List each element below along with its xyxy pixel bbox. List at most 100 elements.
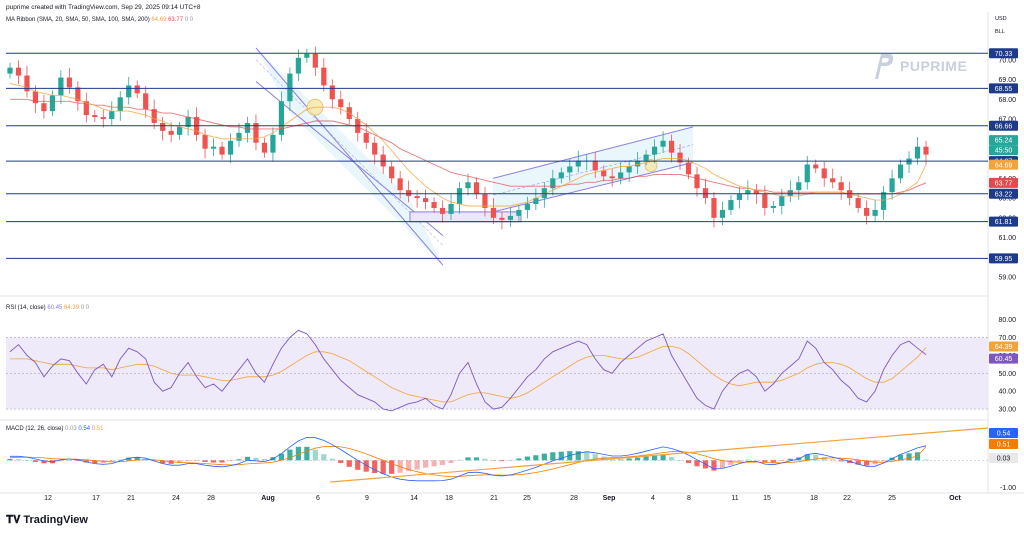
ascending-channel-mid — [492, 144, 694, 196]
candle-body — [126, 85, 132, 98]
macd-histogram-bar — [779, 460, 785, 461]
x-tick-label-18: 18 — [810, 495, 818, 502]
macd-histogram-bar — [711, 460, 717, 471]
macd-histogram-bar — [635, 457, 641, 461]
candle-body — [796, 182, 802, 191]
macd-histogram-bar — [558, 451, 564, 461]
ascending-channel-bottom — [492, 162, 694, 213]
candle-body — [838, 182, 844, 191]
macd-tick-label-2: -1.00 — [1000, 485, 1016, 492]
candle-body — [261, 142, 268, 153]
macd-badge-text-1: 0.51 — [997, 442, 1011, 449]
macd-histogram-bar — [838, 460, 844, 462]
ma-ribbon-legend[interactable]: MA Ribbon (SMA, 20, SMA, 50, SMA, 100, S… — [6, 17, 193, 23]
macd-histogram-bar — [236, 459, 242, 461]
candle-body — [24, 75, 30, 92]
rsi-tick-label-1: 70.00 — [998, 335, 1016, 342]
candle-body — [541, 188, 547, 199]
candle-body — [338, 99, 344, 108]
macd-histogram-bar — [185, 460, 191, 462]
candle-body — [236, 132, 242, 141]
macd-histogram-bar — [321, 454, 327, 461]
candle-body — [117, 97, 123, 112]
x-tick-label-15: 8 — [687, 495, 691, 502]
candle-body — [626, 166, 632, 173]
macd-value-1: 0.03 — [65, 426, 77, 432]
candle-body — [753, 190, 759, 195]
macd-legend[interactable]: MACD (12, 26, close) 0.03 0.54 0.51 — [6, 426, 103, 432]
price-tick-label-2: 68.00 — [998, 97, 1016, 104]
candle-body — [770, 205, 776, 208]
macd-histogram-bar — [592, 454, 598, 461]
rsi-badge-1 — [989, 353, 1018, 364]
macd-histogram-bar — [24, 460, 30, 461]
candle-body — [609, 176, 615, 179]
candle-body — [550, 178, 556, 189]
candle-body — [456, 188, 463, 205]
macd-histogram-bar — [830, 459, 836, 461]
price-tick-label-1: 69.00 — [998, 77, 1016, 84]
macd-signal-line — [9, 445, 927, 477]
x-tick-label-3: 24 — [172, 495, 180, 502]
macd-histogram-bar — [363, 460, 369, 472]
candle-body — [745, 190, 751, 195]
price-tick-label-11: 59.00 — [998, 275, 1016, 282]
macd-badge-text-0: 0.54 — [997, 431, 1011, 438]
ma-value-2: 63.77 — [168, 17, 184, 23]
candle-body — [134, 85, 140, 94]
macd-histogram-bar — [584, 451, 590, 461]
macd-histogram-bar — [880, 460, 887, 462]
ma-ribbon-label: MA Ribbon (SMA, 20, SMA, 50, SMA, 100, S… — [6, 17, 150, 23]
price-badge-9 — [989, 216, 1018, 227]
macd-line — [10, 436, 927, 482]
x-tick-label-14: 4 — [651, 495, 655, 502]
macd-histogram-bar — [193, 460, 200, 461]
candle-body — [75, 87, 81, 102]
macd-value-3: 0.51 — [91, 426, 104, 432]
candle-body — [787, 190, 793, 197]
puprime-p-icon — [875, 54, 894, 79]
rsi-ma-line — [10, 346, 927, 403]
macd-histogram-bar — [58, 460, 64, 462]
macd-histogram-bar — [100, 460, 106, 464]
x-tick-label-8: 14 — [410, 495, 418, 502]
candle-body — [465, 182, 471, 189]
price-tick-label-0: 70.00 — [998, 57, 1016, 64]
price-tick-label-3: 67.00 — [998, 117, 1016, 124]
candle-body — [601, 170, 607, 177]
price-badge-text-1: 68.55 — [995, 86, 1013, 93]
candle-body — [575, 160, 581, 167]
x-tick-label-16: 11 — [731, 495, 738, 502]
price-badge-6 — [989, 159, 1018, 170]
candle-body — [210, 146, 217, 149]
macd-histogram-bar — [541, 453, 547, 461]
candle-body — [287, 73, 293, 102]
macd-histogram-bar — [821, 457, 827, 461]
macd-histogram-bar — [109, 460, 115, 462]
tradingview-footer[interactable]: 𝐓𝐕 TradingView — [6, 514, 88, 527]
macd-histogram-bar — [126, 457, 132, 461]
candle-body — [643, 154, 649, 161]
price-badge-text-9: 61.81 — [995, 219, 1013, 226]
x-tick-label-4: 28 — [207, 495, 215, 502]
rsi-tick-label-5: 30.00 — [998, 407, 1016, 414]
candle-body — [651, 146, 658, 155]
rsi-legend[interactable]: RSI (14, close) 60.45 64.39 0 0 — [6, 305, 89, 311]
macd-histogram-bar — [219, 460, 225, 463]
macd-histogram-bar — [422, 460, 429, 468]
macd-histogram-bar — [439, 460, 446, 465]
descending-channel-top — [255, 47, 444, 266]
candle-body — [872, 209, 878, 216]
macd-label: MACD (12, 26, close) — [6, 426, 64, 432]
price-badge-text-6: 64.69 — [995, 162, 1013, 169]
x-tick-label-13: Sep — [603, 495, 616, 502]
macd-histogram-bar — [406, 460, 412, 472]
x-tick-label-17: 15 — [763, 495, 771, 502]
candle-body — [448, 204, 454, 214]
x-tick-label-10: 21 — [490, 495, 498, 502]
macd-histogram-bar — [32, 460, 39, 462]
macd-histogram-bar — [75, 460, 81, 461]
candle-body — [897, 164, 904, 179]
price-badge-text-7: 63.77 — [995, 180, 1013, 187]
